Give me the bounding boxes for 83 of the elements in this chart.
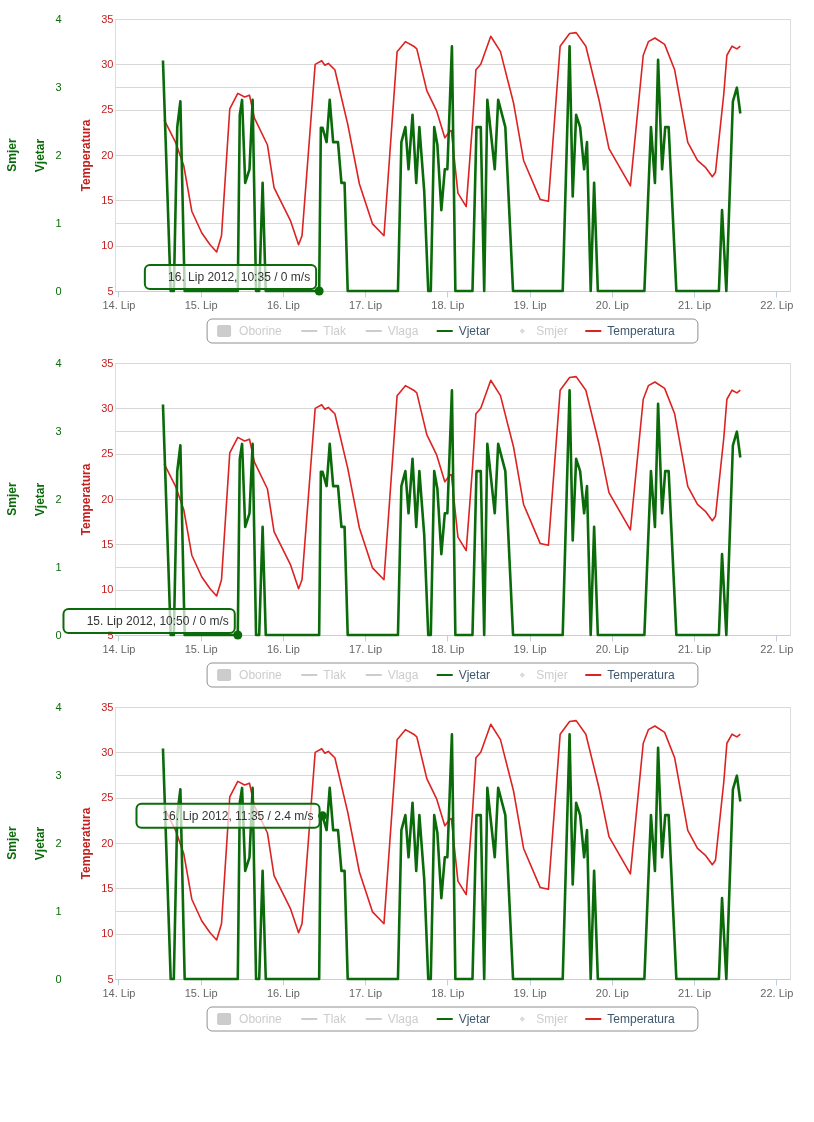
y-tick-label: 3 [55,80,62,93]
y2-tick-label: 35 [101,356,114,369]
y-axis-title: Vjetar [33,826,48,861]
x-tick-label: 18. Lip [431,298,465,311]
x-tick-label: 21. Lip [678,642,712,655]
y-axis-title: Vjetar [33,138,48,173]
annotation: 16. Lip 2012, 10:35 / 0 m/s [168,270,311,284]
y-tick-label: 0 [55,972,62,985]
annotation: 16. Lip 2012, 11:35 / 2.4 m/s [162,808,314,823]
x-tick-label: 14. Lip [102,642,136,655]
x-tick-label: 14. Lip [102,986,136,999]
y-axis-title: Vjetar [33,482,48,517]
x-tick-label: 14. Lip [102,298,136,311]
x-tick-label: 20. Lip [595,298,629,311]
y3-axis-title: Smjer [5,482,19,516]
y-tick-label: 1 [55,560,62,573]
x-tick-label: 15. Lip [184,986,218,999]
x-tick-label: 15. Lip [184,298,218,311]
y-tick-label: 4 [55,700,62,713]
y2-tick-label: 20 [101,148,114,161]
y2-tick-label: 25 [101,447,114,460]
y2-tick-label: 15 [101,537,114,550]
line-series [161,732,742,981]
legend-label: Vjetar [458,1012,491,1026]
y2-tick-label: 20 [101,492,114,505]
y-tick-label: 2 [55,492,62,505]
x-tick-label: 19. Lip [513,642,547,655]
x-tick-label: 21. Lip [678,298,712,311]
y2-tick-label: 35 [101,700,114,713]
x-tick-label: 21. Lip [678,986,712,999]
x-tick-label: 18. Lip [431,986,465,999]
y2-tick-label: 30 [101,57,114,70]
y-tick-label: 2 [55,148,62,161]
y-tick-label: 3 [55,768,62,781]
y2-tick-label: 30 [101,745,114,758]
y2-axis-title: Temperatura [79,807,94,880]
x-tick-label: 19. Lip [513,298,547,311]
annotation: 15. Lip 2012, 10:50 / 0 m/s [86,614,229,628]
y2-tick-label: 25 [101,103,114,116]
line-series [163,31,742,253]
y2-tick-label: 30 [101,401,114,414]
y-tick-label: 0 [55,284,62,297]
x-tick-label: 18. Lip [431,642,465,655]
legend-label: Temperatura [607,1012,675,1026]
x-tick-label: 16. Lip [266,986,300,999]
legend-label: Vjetar [458,324,491,338]
y-tick-label: 4 [55,356,62,369]
legend-label: Vjetar [458,668,491,682]
y2-axis-title: Temperatura [79,463,94,536]
x-tick-label: 16. Lip [266,298,300,311]
y-tick-label: 3 [55,424,62,437]
y2-tick-label: 10 [101,239,114,252]
legend-label: Temperatura [607,324,675,338]
x-tick-label: 15. Lip [184,642,218,655]
y3-axis-title: Smjer [5,138,19,172]
x-tick-label: 20. Lip [595,642,629,655]
x-tick-label: 22. Lip [760,298,794,311]
y2-axis-title: Temperatura [79,119,94,192]
x-tick-label: 22. Lip [760,986,794,999]
x-tick-label: 17. Lip [349,642,383,655]
y-tick-label: 1 [55,216,62,229]
x-tick-label: 17. Lip [349,298,383,311]
line-series [163,375,742,597]
y-tick-label: 4 [55,12,62,25]
legend-label: Temperatura [607,668,675,682]
y-tick-label: 0 [55,628,62,641]
y2-tick-label: 15 [101,881,114,894]
y2-tick-label: 10 [101,927,114,940]
y-tick-label: 1 [55,904,62,917]
y2-tick-label: 5 [107,972,114,985]
y2-tick-label: 10 [101,583,114,596]
x-tick-label: 19. Lip [513,986,547,999]
y2-tick-label: 25 [101,791,114,804]
y-tick-label: 2 [55,836,62,849]
y2-tick-label: 35 [101,12,114,25]
x-tick-label: 22. Lip [760,642,794,655]
y2-tick-label: 15 [101,193,114,206]
x-tick-label: 17. Lip [349,986,383,999]
y2-tick-label: 20 [101,836,114,849]
x-tick-label: 20. Lip [595,986,629,999]
y2-tick-label: 5 [107,284,114,297]
x-tick-label: 16. Lip [266,642,300,655]
y3-axis-title: Smjer [5,826,19,860]
